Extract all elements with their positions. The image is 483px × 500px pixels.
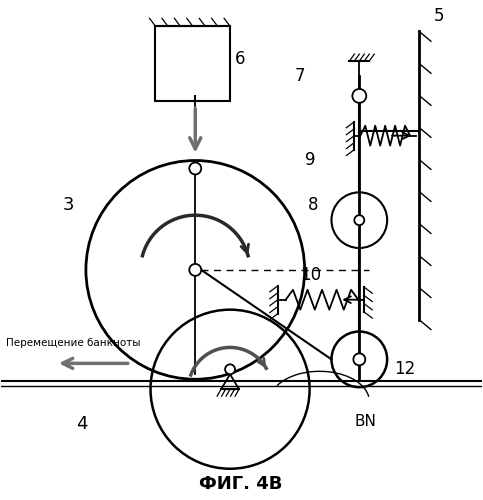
Bar — [156, 26, 230, 101]
Text: 8: 8 — [308, 196, 318, 214]
Text: 3: 3 — [63, 196, 74, 214]
Text: 10: 10 — [299, 266, 321, 284]
Text: 6: 6 — [235, 50, 245, 68]
Circle shape — [354, 354, 365, 366]
Circle shape — [189, 162, 201, 174]
Circle shape — [189, 264, 201, 276]
Text: BN: BN — [355, 414, 376, 429]
Text: 9: 9 — [305, 152, 315, 170]
Circle shape — [225, 364, 235, 374]
Text: Перемещение банкноты: Перемещение банкноты — [6, 338, 141, 348]
Text: 4: 4 — [76, 415, 87, 433]
Circle shape — [355, 215, 364, 225]
Text: 5: 5 — [434, 8, 444, 26]
Circle shape — [353, 89, 366, 103]
Text: 12: 12 — [394, 360, 415, 378]
Text: 7: 7 — [295, 67, 305, 85]
Text: ФИГ. 4В: ФИГ. 4В — [199, 474, 283, 492]
